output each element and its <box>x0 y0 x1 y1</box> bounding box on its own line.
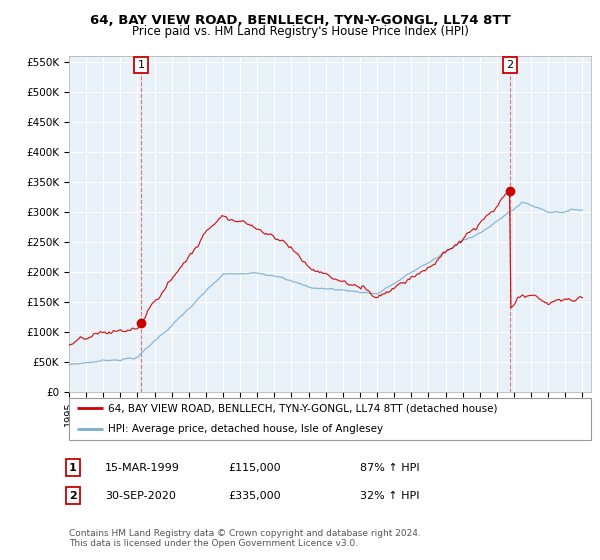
FancyBboxPatch shape <box>69 398 591 440</box>
Text: 1: 1 <box>69 463 77 473</box>
Text: Price paid vs. HM Land Registry's House Price Index (HPI): Price paid vs. HM Land Registry's House … <box>131 25 469 38</box>
Text: This data is licensed under the Open Government Licence v3.0.: This data is licensed under the Open Gov… <box>69 539 358 548</box>
Text: 64, BAY VIEW ROAD, BENLLECH, TYN-Y-GONGL, LL74 8TT (detached house): 64, BAY VIEW ROAD, BENLLECH, TYN-Y-GONGL… <box>108 403 497 413</box>
Text: 32% ↑ HPI: 32% ↑ HPI <box>360 491 419 501</box>
Text: 30-SEP-2020: 30-SEP-2020 <box>105 491 176 501</box>
Text: 2: 2 <box>506 60 513 70</box>
Text: HPI: Average price, detached house, Isle of Anglesey: HPI: Average price, detached house, Isle… <box>108 424 383 434</box>
Text: 64, BAY VIEW ROAD, BENLLECH, TYN-Y-GONGL, LL74 8TT: 64, BAY VIEW ROAD, BENLLECH, TYN-Y-GONGL… <box>89 14 511 27</box>
Text: £335,000: £335,000 <box>228 491 281 501</box>
Text: 2: 2 <box>69 491 77 501</box>
Text: 1: 1 <box>137 60 145 70</box>
Text: Contains HM Land Registry data © Crown copyright and database right 2024.: Contains HM Land Registry data © Crown c… <box>69 529 421 538</box>
Text: £115,000: £115,000 <box>228 463 281 473</box>
Text: 15-MAR-1999: 15-MAR-1999 <box>105 463 180 473</box>
Text: 87% ↑ HPI: 87% ↑ HPI <box>360 463 419 473</box>
